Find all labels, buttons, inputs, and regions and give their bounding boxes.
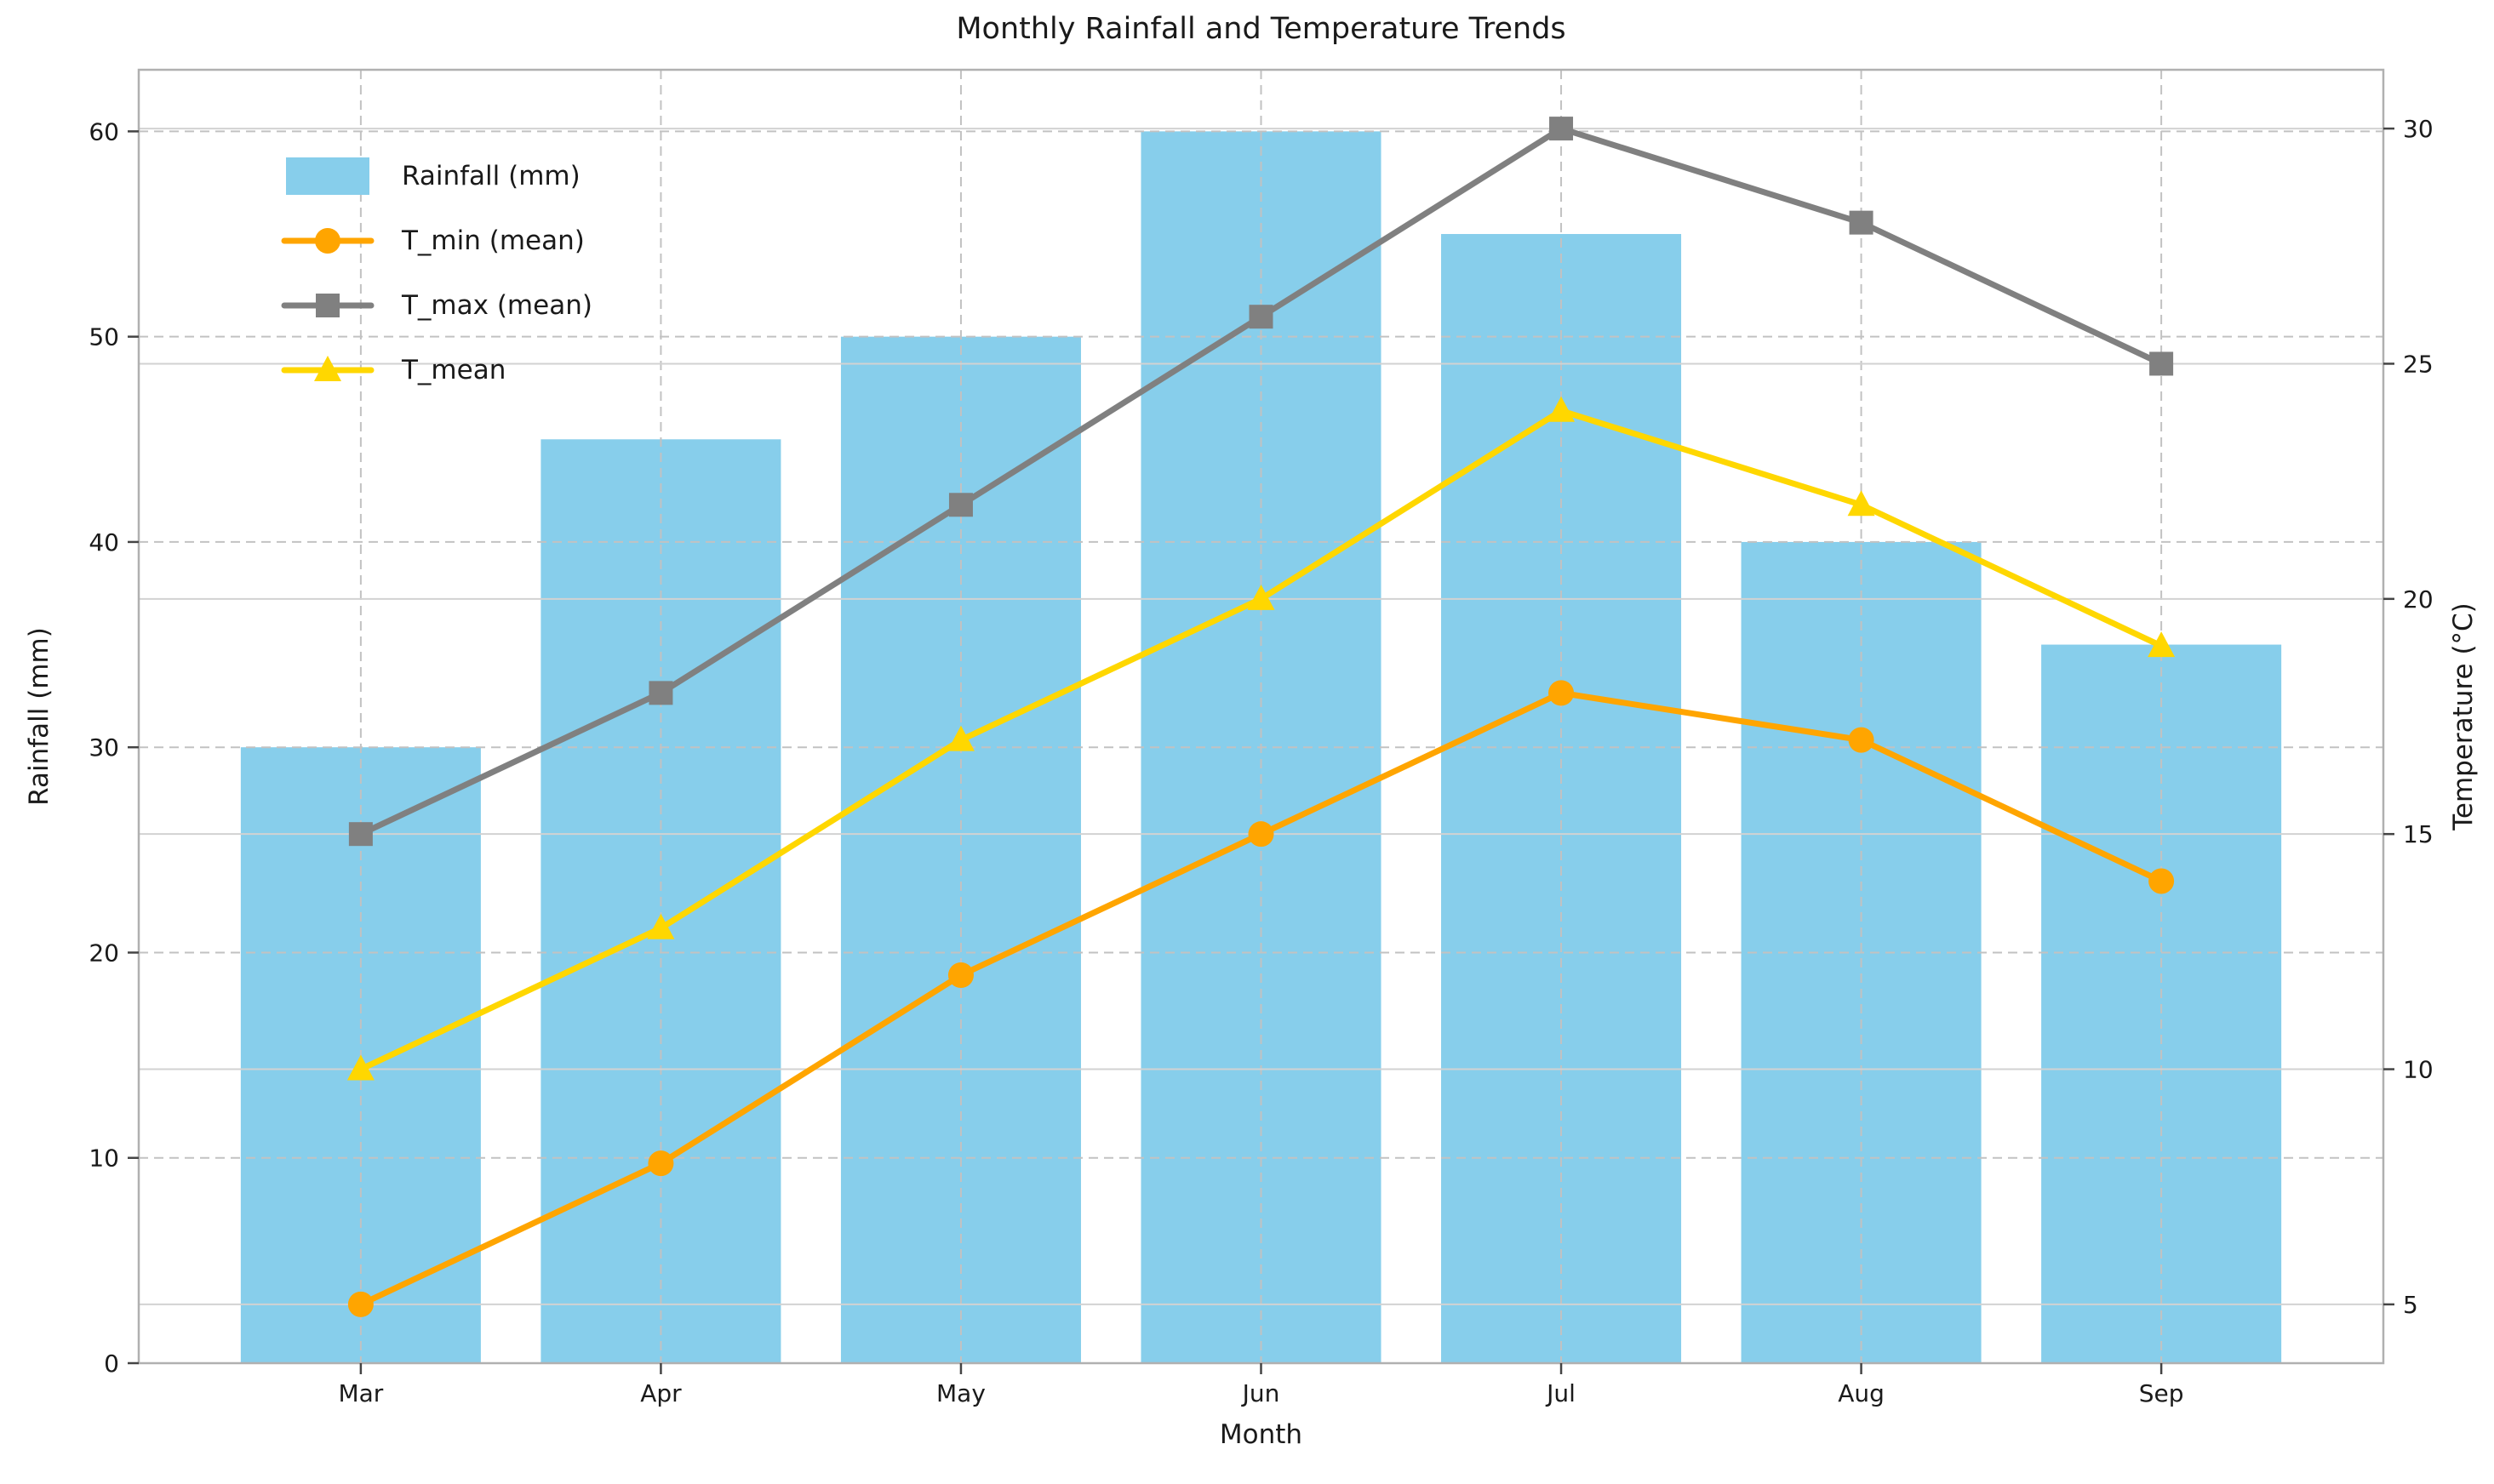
marker-t-max-mean-Apr xyxy=(649,681,673,705)
legend-row-tmin: T_min (mean) xyxy=(281,220,592,262)
marker-t-max-mean-Mar xyxy=(348,822,373,847)
circle-marker-legend-icon xyxy=(281,228,375,254)
tick-label-rain-30: 30 xyxy=(89,733,119,762)
legend-line-circle-marker-icon xyxy=(281,220,375,262)
tick-label-temp-20: 20 xyxy=(2403,585,2434,614)
tick-label-month-Jul: Jul xyxy=(1545,1379,1576,1407)
marker-t-mean-Apr xyxy=(647,913,675,939)
triangle-marker-legend-icon xyxy=(281,356,375,381)
marker-t-max-mean-Jul xyxy=(1549,117,1574,141)
legend-line-square-marker-icon xyxy=(281,284,375,327)
legend-label-tmin: T_min (mean) xyxy=(402,225,585,256)
legend-swatch-rainfall-icon xyxy=(281,155,375,197)
tick-label-temp-5: 5 xyxy=(2403,1291,2418,1319)
tick-label-temp-25: 25 xyxy=(2403,350,2434,378)
marker-t-min-mean-Jul xyxy=(1548,680,1575,706)
tick-label-temp-10: 10 xyxy=(2403,1056,2434,1084)
marker-t-min-mean-May xyxy=(947,962,974,988)
legend-label-tmean: T_mean xyxy=(402,355,506,385)
marker-t-mean-Aug xyxy=(1847,490,1875,517)
legend-row-rainfall: Rainfall (mm) xyxy=(281,155,592,197)
tick-label-rain-60: 60 xyxy=(89,117,119,146)
marker-t-mean-Jun xyxy=(1247,584,1275,610)
tick-label-rain-20: 20 xyxy=(89,939,119,967)
tick-label-month-Sep: Sep xyxy=(2139,1379,2184,1407)
marker-t-max-mean-Jun xyxy=(1249,305,1273,329)
marker-t-mean-May xyxy=(947,725,975,751)
marker-t-min-mean-Jun xyxy=(1248,821,1274,848)
marker-t-min-mean-Sep xyxy=(2148,868,2175,894)
tick-label-month-May: May xyxy=(936,1379,986,1407)
tick-label-rain-40: 40 xyxy=(89,528,119,556)
tick-label-month-Apr: Apr xyxy=(640,1379,682,1407)
marker-t-max-mean-Aug xyxy=(1849,210,1873,235)
tick-label-temp-15: 15 xyxy=(2403,820,2434,848)
legend-line-triangle-marker-icon xyxy=(281,349,375,391)
marker-t-min-mean-Aug xyxy=(1848,727,1874,753)
tick-label-rain-50: 50 xyxy=(89,323,119,351)
legend-marker-square-icon xyxy=(316,294,340,317)
legend-label-tmax: T_max (mean) xyxy=(402,290,592,321)
tick-label-month-Mar: Mar xyxy=(338,1379,383,1407)
legend-label-rainfall: Rainfall (mm) xyxy=(402,161,581,191)
marker-t-min-mean-Apr xyxy=(648,1150,674,1177)
tick-label-month-Jun: Jun xyxy=(1241,1379,1280,1407)
legend-row-tmax: T_max (mean) xyxy=(281,284,592,327)
square-marker-legend-icon xyxy=(281,294,375,317)
tick-label-temp-30: 30 xyxy=(2403,115,2434,143)
tick-label-month-Aug: Aug xyxy=(1838,1379,1885,1407)
marker-t-mean-Mar xyxy=(346,1054,375,1081)
legend: Rainfall (mm) T_min (mean) T_max (mean) … xyxy=(281,155,592,414)
marker-t-mean-Jul xyxy=(1547,396,1576,422)
marker-t-max-mean-May xyxy=(948,493,973,517)
legend-marker-triangle-icon xyxy=(314,356,341,381)
tick-label-rain-10: 10 xyxy=(89,1144,119,1173)
legend-row-tmean: T_mean xyxy=(281,349,592,391)
marker-t-min-mean-Mar xyxy=(347,1291,374,1317)
marker-t-max-mean-Sep xyxy=(2149,351,2174,376)
marker-t-mean-Sep xyxy=(2148,631,2176,658)
rainfall-swatch-icon xyxy=(286,157,369,195)
legend-marker-circle-icon xyxy=(315,228,340,254)
x-axis-label: Month xyxy=(1219,1419,1303,1450)
tick-label-rain-0: 0 xyxy=(104,1350,119,1378)
chart-title: Monthly Rainfall and Temperature Trends xyxy=(956,12,1566,46)
